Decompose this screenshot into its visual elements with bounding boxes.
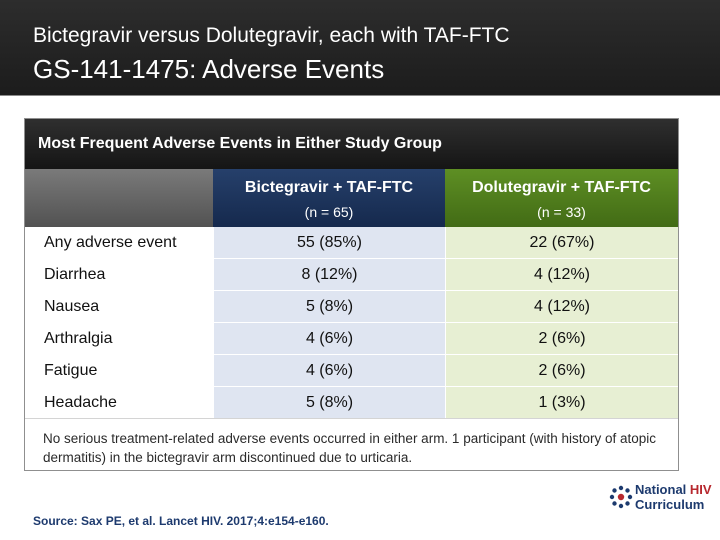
bictegravir-value: 5 (8%) [213,387,445,418]
bictegravir-value: 4 (6%) [213,355,445,386]
logo-word-national: National [635,482,690,497]
dolutegravir-value: 4 (12%) [445,291,678,322]
adverse-events-table: Most Frequent Adverse Events in Either S… [24,118,679,471]
bictegravir-value: 55 (85%) [213,227,445,258]
column-header-bictegravir: Bictegravir + TAF-FTC (n = 65) [213,169,445,227]
row-label: Fatigue [25,355,213,386]
column-n-bictegravir: (n = 65) [304,204,354,220]
logo-word-hiv: HIV [689,482,712,497]
table-row: Nausea 5 (8%) 4 (12%) [25,291,678,323]
row-label: Arthralgia [25,323,213,354]
table-footnote: No serious treatment-related adverse eve… [43,431,657,465]
dolutegravir-value: 2 (6%) [445,323,678,354]
row-label: Headache [25,387,213,418]
dolutegravir-value: 4 (12%) [445,259,678,290]
slide-title: GS-141-1475: Adverse Events [33,54,385,84]
dolutegravir-value: 22 (67%) [445,227,678,258]
column-n-dolutegravir: (n = 33) [537,204,586,220]
row-label: Any adverse event [25,227,213,258]
dolutegravir-value: 2 (6%) [445,355,678,386]
dolutegravir-value: 1 (3%) [445,387,678,418]
table-row: Any adverse event 55 (85%) 22 (67%) [25,227,678,259]
table-body: Any adverse event 55 (85%) 22 (67%) Diar… [25,227,678,419]
table-title-bar: Most Frequent Adverse Events in Either S… [25,119,678,169]
logo-line-2: Curriculum [635,497,705,512]
table-row: Arthralgia 4 (6%) 2 (6%) [25,323,678,355]
source-citation: Source: Sax PE, et al. Lancet HIV. 2017;… [33,514,329,528]
row-label: Nausea [25,291,213,322]
column-name-dolutegravir: Dolutegravir + TAF-FTC [472,179,651,196]
table-header-blank [25,169,213,227]
table-row: Diarrhea 8 (12%) 4 (12%) [25,259,678,291]
column-name-bictegravir: Bictegravir + TAF-FTC [244,179,414,196]
column-header-dolutegravir: Dolutegravir + TAF-FTC (n = 33) [445,169,678,227]
logo-line-1: National HIV [635,482,712,497]
row-label: Diarrhea [25,259,213,290]
slide-header: Bictegravir versus Dolutegravir, each wi… [0,0,720,96]
slide-subtitle: Bictegravir versus Dolutegravir, each wi… [33,24,510,47]
national-hiv-curriculum-logo: National HIV Curriculum [608,481,718,537]
bictegravir-value: 8 (12%) [213,259,445,290]
table-row: Headache 5 (8%) 1 (3%) [25,387,678,419]
bictegravir-value: 4 (6%) [213,323,445,354]
table-footnote-divider [25,418,678,419]
table-row: Fatigue 4 (6%) 2 (6%) [25,355,678,387]
table-title: Most Frequent Adverse Events in Either S… [38,135,442,152]
national-hiv-curriculum-logo-icon [609,485,633,509]
bictegravir-value: 5 (8%) [213,291,445,322]
